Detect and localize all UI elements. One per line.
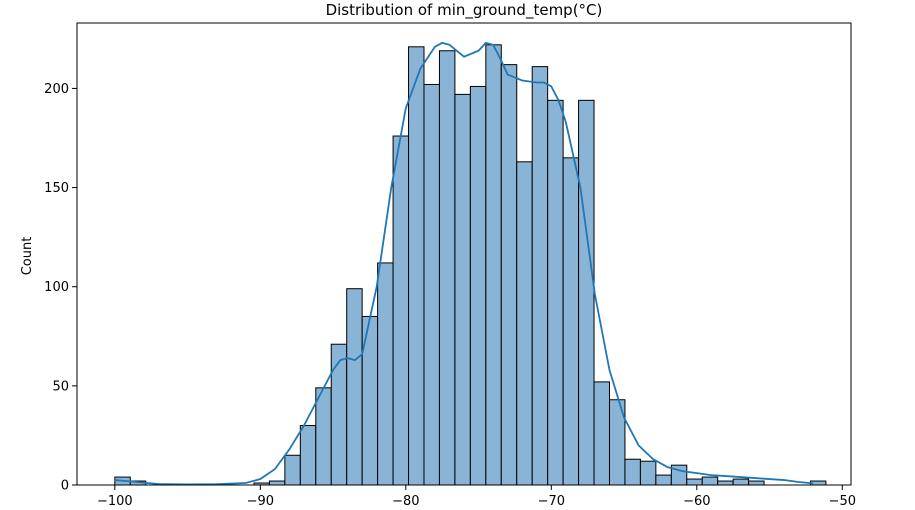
x-tick-label: −90	[247, 494, 274, 509]
y-axis-ticks: 0 50 100 150 200	[44, 82, 77, 494]
chart-title: Distribution of min_ground_temp(°C)	[326, 1, 603, 20]
histogram-bar	[624, 458, 641, 486]
histogram-bar	[516, 161, 533, 486]
histogram-bar	[500, 64, 518, 486]
plot-frame	[76, 22, 852, 486]
histogram-bar	[701, 476, 719, 486]
histogram-bar	[377, 262, 394, 486]
x-tick-label: −80	[392, 494, 419, 509]
histogram-bar	[299, 425, 317, 486]
histogram-bar	[408, 46, 425, 486]
y-tick-label: 50	[52, 379, 69, 394]
histogram-bar	[284, 454, 301, 486]
histogram-bar	[531, 66, 549, 486]
histogram-bar	[454, 93, 471, 486]
kde-line	[114, 41, 814, 486]
histogram-bar	[748, 480, 765, 486]
histogram-bar	[268, 480, 286, 486]
x-tick-label: −60	[683, 494, 710, 509]
y-tick-label: 100	[44, 280, 69, 295]
histogram-bar	[438, 50, 456, 486]
bars-group	[114, 44, 827, 486]
histogram-bar	[593, 381, 610, 486]
histogram-bar	[346, 288, 363, 486]
histogram-bar	[392, 135, 410, 486]
y-tick-label: 200	[44, 82, 69, 97]
histogram-bar	[330, 343, 348, 486]
x-tick-label: −50	[829, 494, 856, 509]
histogram-bar	[717, 480, 734, 486]
y-tick-label: 150	[44, 181, 69, 196]
histogram-bar	[578, 99, 595, 486]
y-axis-label: Count	[20, 237, 35, 276]
histogram-bar	[562, 157, 580, 486]
histogram-bar	[423, 83, 440, 486]
histogram-bar	[485, 44, 502, 486]
histogram-bar	[732, 478, 750, 486]
histogram-bar	[655, 474, 672, 486]
histogram-bar	[547, 99, 564, 486]
histogram-bar	[686, 478, 703, 486]
x-tick-label: −70	[538, 494, 565, 509]
x-axis-ticks: −100 −90 −80 −70 −60 −50	[97, 485, 856, 509]
x-tick-label: −100	[97, 494, 133, 509]
histogram-bar	[469, 85, 487, 486]
y-tick-label: 0	[61, 479, 69, 494]
histogram-bar	[315, 387, 332, 486]
histogram-bar	[639, 460, 657, 486]
